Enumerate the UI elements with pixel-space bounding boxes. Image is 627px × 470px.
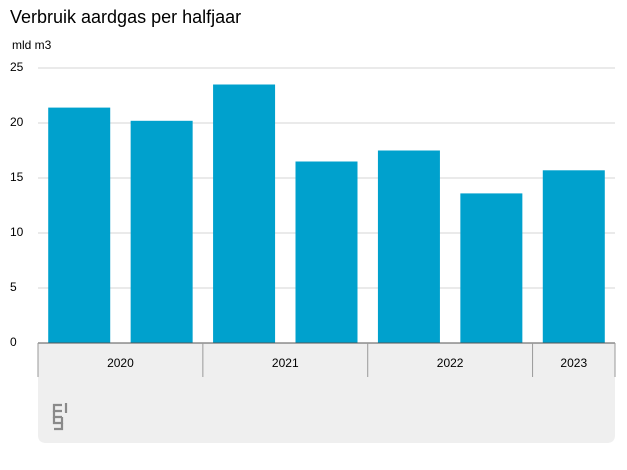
y-tick-label: 5 (10, 280, 17, 294)
bar (213, 84, 276, 343)
bar (48, 107, 111, 343)
y-tick-label: 20 (10, 115, 24, 129)
x-group-label: 2022 (437, 356, 464, 370)
bar (377, 150, 440, 343)
bar (542, 170, 605, 343)
bar (460, 193, 523, 343)
bar (295, 161, 358, 343)
x-group-label: 2020 (107, 356, 134, 370)
logo (52, 403, 68, 431)
x-group-label: 2021 (272, 356, 299, 370)
y-tick-label: 25 (10, 60, 24, 74)
y-tick-label: 10 (10, 225, 24, 239)
y-tick-label: 15 (10, 170, 24, 184)
y-tick-label: 0 (10, 335, 17, 349)
bar (130, 120, 193, 343)
footer-panel (38, 343, 615, 443)
x-group-label: 2023 (560, 356, 587, 370)
y-axis-label: mld m3 (12, 38, 52, 52)
chart-title: Verbruik aardgas per halfjaar (10, 7, 241, 27)
